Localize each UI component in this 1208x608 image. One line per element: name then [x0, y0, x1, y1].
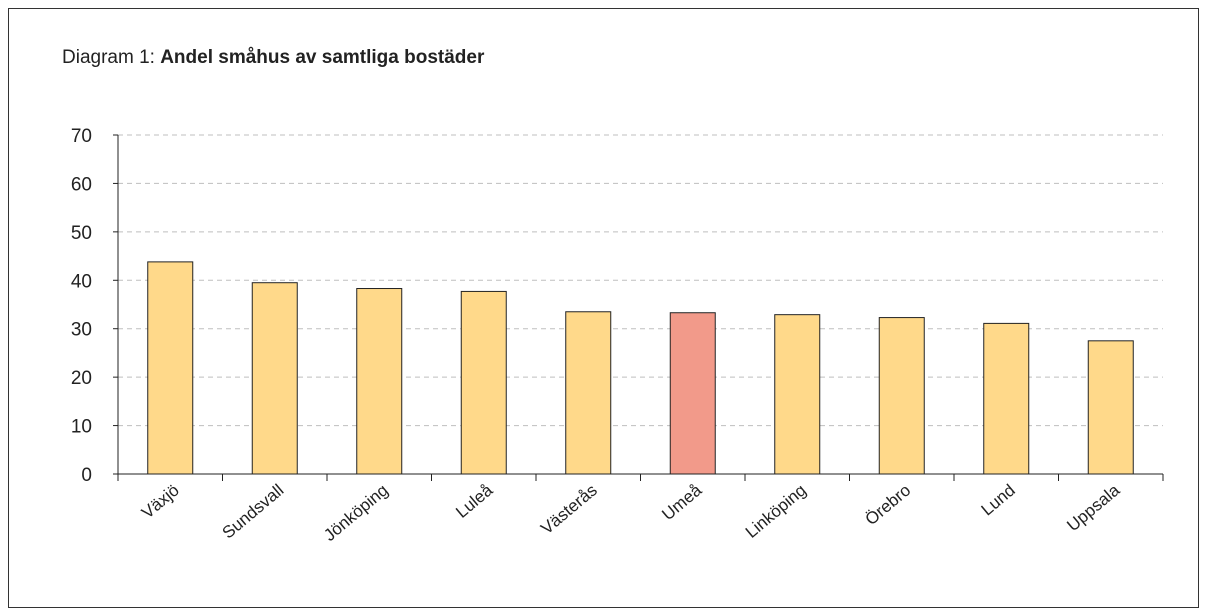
bar-västerås	[565, 311, 612, 475]
x-tick-label: Linköping	[742, 481, 810, 542]
bar-uppsala	[1087, 340, 1134, 475]
x-tick-label: Sundsvall	[219, 481, 288, 543]
chart-title-main: Andel småhus av samtliga bostäder	[160, 47, 485, 68]
y-tick-label: 20	[71, 368, 92, 389]
bar-sundsvall	[251, 282, 298, 475]
y-tick-label: 40	[71, 271, 92, 292]
bar-linköping	[774, 314, 821, 475]
chart-title-prefix: Diagram 1:	[62, 47, 161, 68]
bar-jönköping	[356, 288, 403, 475]
x-tick-label: Luleå	[452, 480, 496, 522]
x-tick-label: Uppsala	[1063, 480, 1123, 535]
bar-örebro	[878, 317, 925, 475]
chart-title: Diagram 1: Andel småhus av samtliga bost…	[62, 47, 484, 69]
x-tick-label: Lund	[978, 481, 1019, 520]
y-tick-label: 50	[71, 223, 92, 244]
bar-umeå	[669, 312, 716, 475]
x-tick-label: Västerås	[537, 481, 601, 539]
bar-luleå	[460, 290, 507, 475]
y-tick-label: 60	[71, 174, 92, 195]
bars	[147, 261, 1134, 475]
x-tick-label: Örebro	[862, 481, 915, 530]
y-tick-label: 70	[71, 126, 92, 147]
x-tick-label: Växjö	[138, 481, 183, 523]
chart-frame	[8, 8, 1199, 608]
y-tick-label: 30	[71, 320, 92, 341]
bar-lund	[983, 322, 1030, 475]
bar-växjö	[147, 261, 194, 475]
axes	[113, 134, 1164, 481]
y-tick-label: 10	[71, 417, 92, 438]
y-tick-label: 0	[81, 465, 92, 486]
x-tick-label: Jönköping	[320, 481, 392, 545]
x-tick-label: Umeå	[658, 480, 705, 524]
